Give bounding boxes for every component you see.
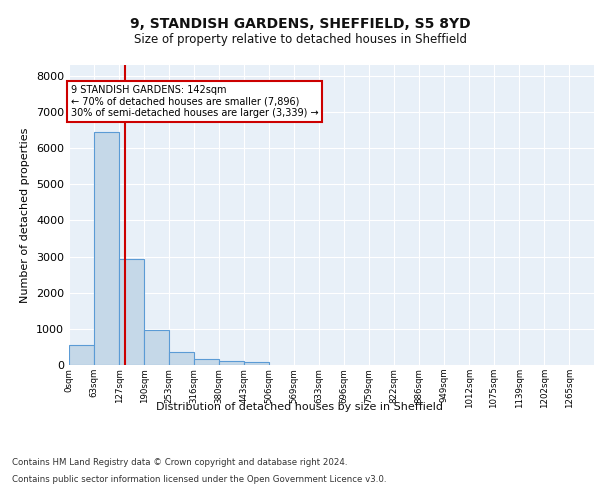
Text: Contains public sector information licensed under the Open Government Licence v3: Contains public sector information licen… [12, 474, 386, 484]
Text: Contains HM Land Registry data © Crown copyright and database right 2024.: Contains HM Land Registry data © Crown c… [12, 458, 347, 467]
Bar [119, 260, 144, 365]
Bar [244, 362, 269, 365]
Text: 9 STANDISH GARDENS: 142sqm
← 70% of detached houses are smaller (7,896)
30% of s: 9 STANDISH GARDENS: 142sqm ← 70% of deta… [71, 85, 319, 118]
Text: 9, STANDISH GARDENS, SHEFFIELD, S5 8YD: 9, STANDISH GARDENS, SHEFFIELD, S5 8YD [130, 18, 470, 32]
Bar [169, 352, 194, 365]
Bar [69, 345, 94, 365]
Bar [194, 359, 219, 365]
Y-axis label: Number of detached properties: Number of detached properties [20, 128, 31, 302]
Bar [144, 330, 169, 365]
Bar [94, 132, 119, 365]
Text: Size of property relative to detached houses in Sheffield: Size of property relative to detached ho… [133, 32, 467, 46]
Bar [219, 361, 244, 365]
Text: Distribution of detached houses by size in Sheffield: Distribution of detached houses by size … [157, 402, 443, 412]
